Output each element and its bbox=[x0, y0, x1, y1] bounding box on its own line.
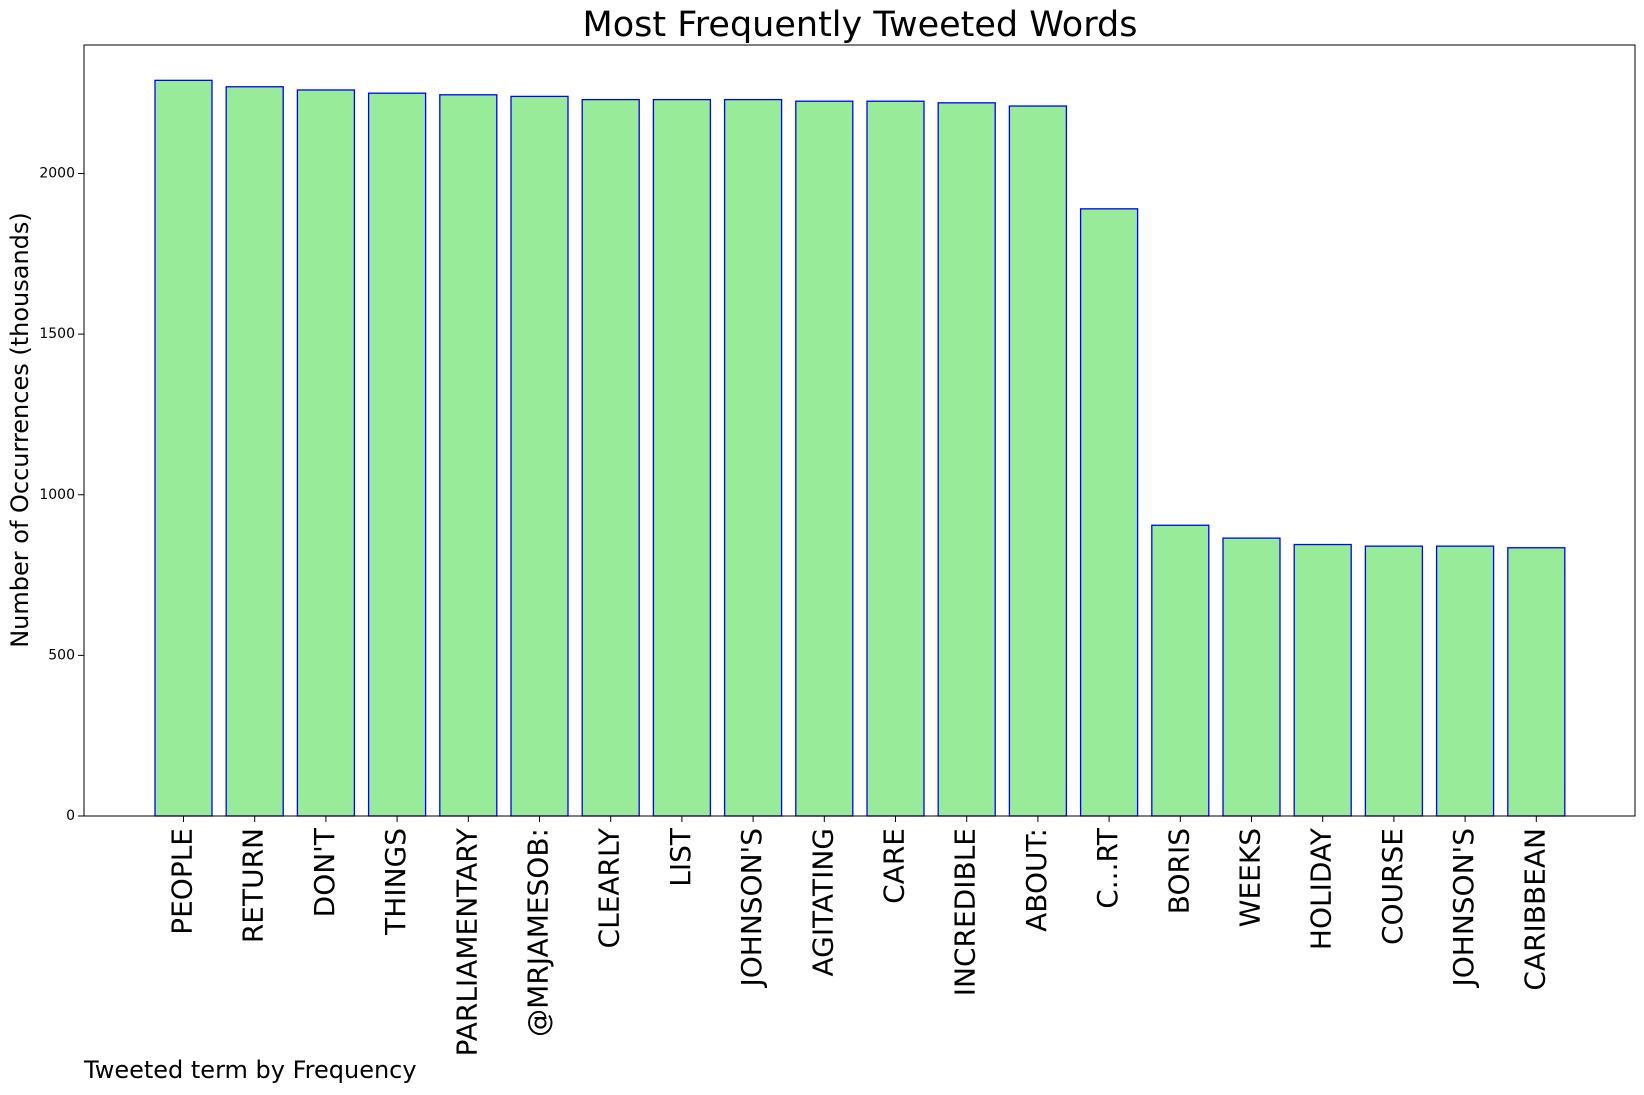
y-tick-label: 1000 bbox=[39, 487, 75, 503]
bar-20 bbox=[1507, 547, 1566, 817]
bar-18 bbox=[1364, 545, 1424, 817]
bar-6 bbox=[510, 95, 569, 817]
x-tick-label: ABOUT: bbox=[1020, 828, 1053, 932]
x-tick-label: COURSE bbox=[1376, 828, 1409, 945]
x-tick-label: LIST bbox=[664, 827, 697, 887]
x-tick-label: C...RT bbox=[1091, 827, 1124, 909]
bar-19 bbox=[1435, 545, 1495, 817]
x-tick-label: CARE bbox=[878, 828, 911, 904]
bar-13 bbox=[1008, 105, 1068, 817]
y-tick-label: 500 bbox=[48, 647, 75, 663]
x-tick-label: PARLIAMENTARY bbox=[450, 827, 483, 1056]
x-tick-label: @MRJAMESOB: bbox=[522, 828, 555, 1037]
x-tick-label: CARIBBEAN bbox=[1518, 828, 1551, 991]
x-tick-label: JOHNSON'S bbox=[1447, 828, 1480, 989]
bar-12 bbox=[937, 102, 996, 817]
y-axis-ticks: 0 500 1000 1500 2000 bbox=[39, 166, 84, 824]
x-tick-label: JOHNSON'S bbox=[735, 828, 768, 989]
y-axis-label: Number of Occurrences (thousands) bbox=[6, 212, 34, 648]
x-tick-label: PEOPLE bbox=[166, 828, 199, 935]
chart-title: Most Frequently Tweeted Words bbox=[583, 5, 1138, 45]
bar-7 bbox=[581, 98, 640, 817]
bar-10 bbox=[795, 100, 854, 817]
x-tick-label: INCREDIBLE bbox=[949, 828, 982, 996]
plot-frame bbox=[83, 44, 1636, 817]
x-axis-label: Tweeted term by Frequency bbox=[83, 1056, 417, 1084]
x-tick-label: RETURN bbox=[237, 828, 270, 943]
bar-16 bbox=[1222, 537, 1281, 817]
bar-15 bbox=[1151, 524, 1210, 817]
y-tick-label: 2000 bbox=[39, 166, 75, 182]
bar-1 bbox=[154, 79, 213, 817]
x-axis-ticks: PEOPLE RETURN DON'T THINGS PARLIAMENTARY @MRJ… bbox=[166, 816, 1551, 1056]
bars-layer bbox=[154, 79, 1566, 817]
bar-4 bbox=[367, 92, 427, 817]
bar-9 bbox=[723, 98, 783, 817]
bar-3 bbox=[296, 89, 356, 817]
x-tick-label: DON'T bbox=[308, 827, 341, 917]
x-tick-label: THINGS bbox=[379, 828, 412, 936]
x-tick-label: CLEARLY bbox=[593, 827, 626, 948]
x-tick-label: BORIS bbox=[1162, 828, 1195, 914]
bar-11 bbox=[866, 100, 925, 817]
y-tick-label: 1500 bbox=[39, 326, 75, 342]
y-tick-label: 0 bbox=[66, 808, 75, 824]
x-tick-label: WEEKS bbox=[1234, 828, 1267, 927]
bar-14 bbox=[1079, 208, 1139, 817]
x-tick-label: AGITATING bbox=[806, 828, 839, 977]
bar-5 bbox=[439, 94, 498, 817]
x-tick-label: HOLIDAY bbox=[1305, 827, 1338, 950]
bar-8 bbox=[652, 98, 712, 817]
bar-2 bbox=[225, 86, 284, 817]
bar-17 bbox=[1293, 543, 1352, 817]
